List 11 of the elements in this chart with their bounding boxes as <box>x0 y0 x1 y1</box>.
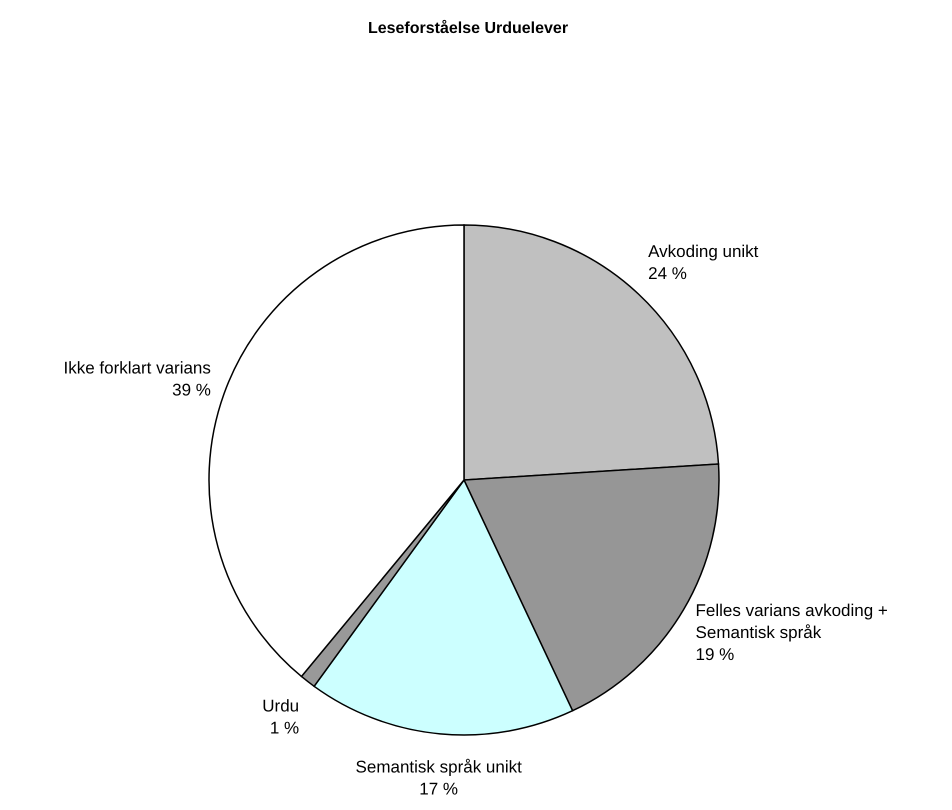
data-label: 19 % <box>696 644 734 664</box>
data-label: 1 % <box>270 718 300 737</box>
slice-label: Avkoding unikt <box>648 242 759 261</box>
slice-label: Urdu <box>262 696 300 715</box>
data-label: 39 % <box>172 380 211 400</box>
slice-label: Felles varians avkoding + Semantisk språk <box>696 600 888 642</box>
slice-label: Semantisk språk unikt <box>356 757 522 776</box>
chart-title: Leseforståelse Urduelever <box>366 20 570 38</box>
data-label: 24 % <box>648 264 687 283</box>
slice-label: Ikke forklart varians <box>64 358 211 378</box>
data-label: 17 % <box>419 779 458 798</box>
